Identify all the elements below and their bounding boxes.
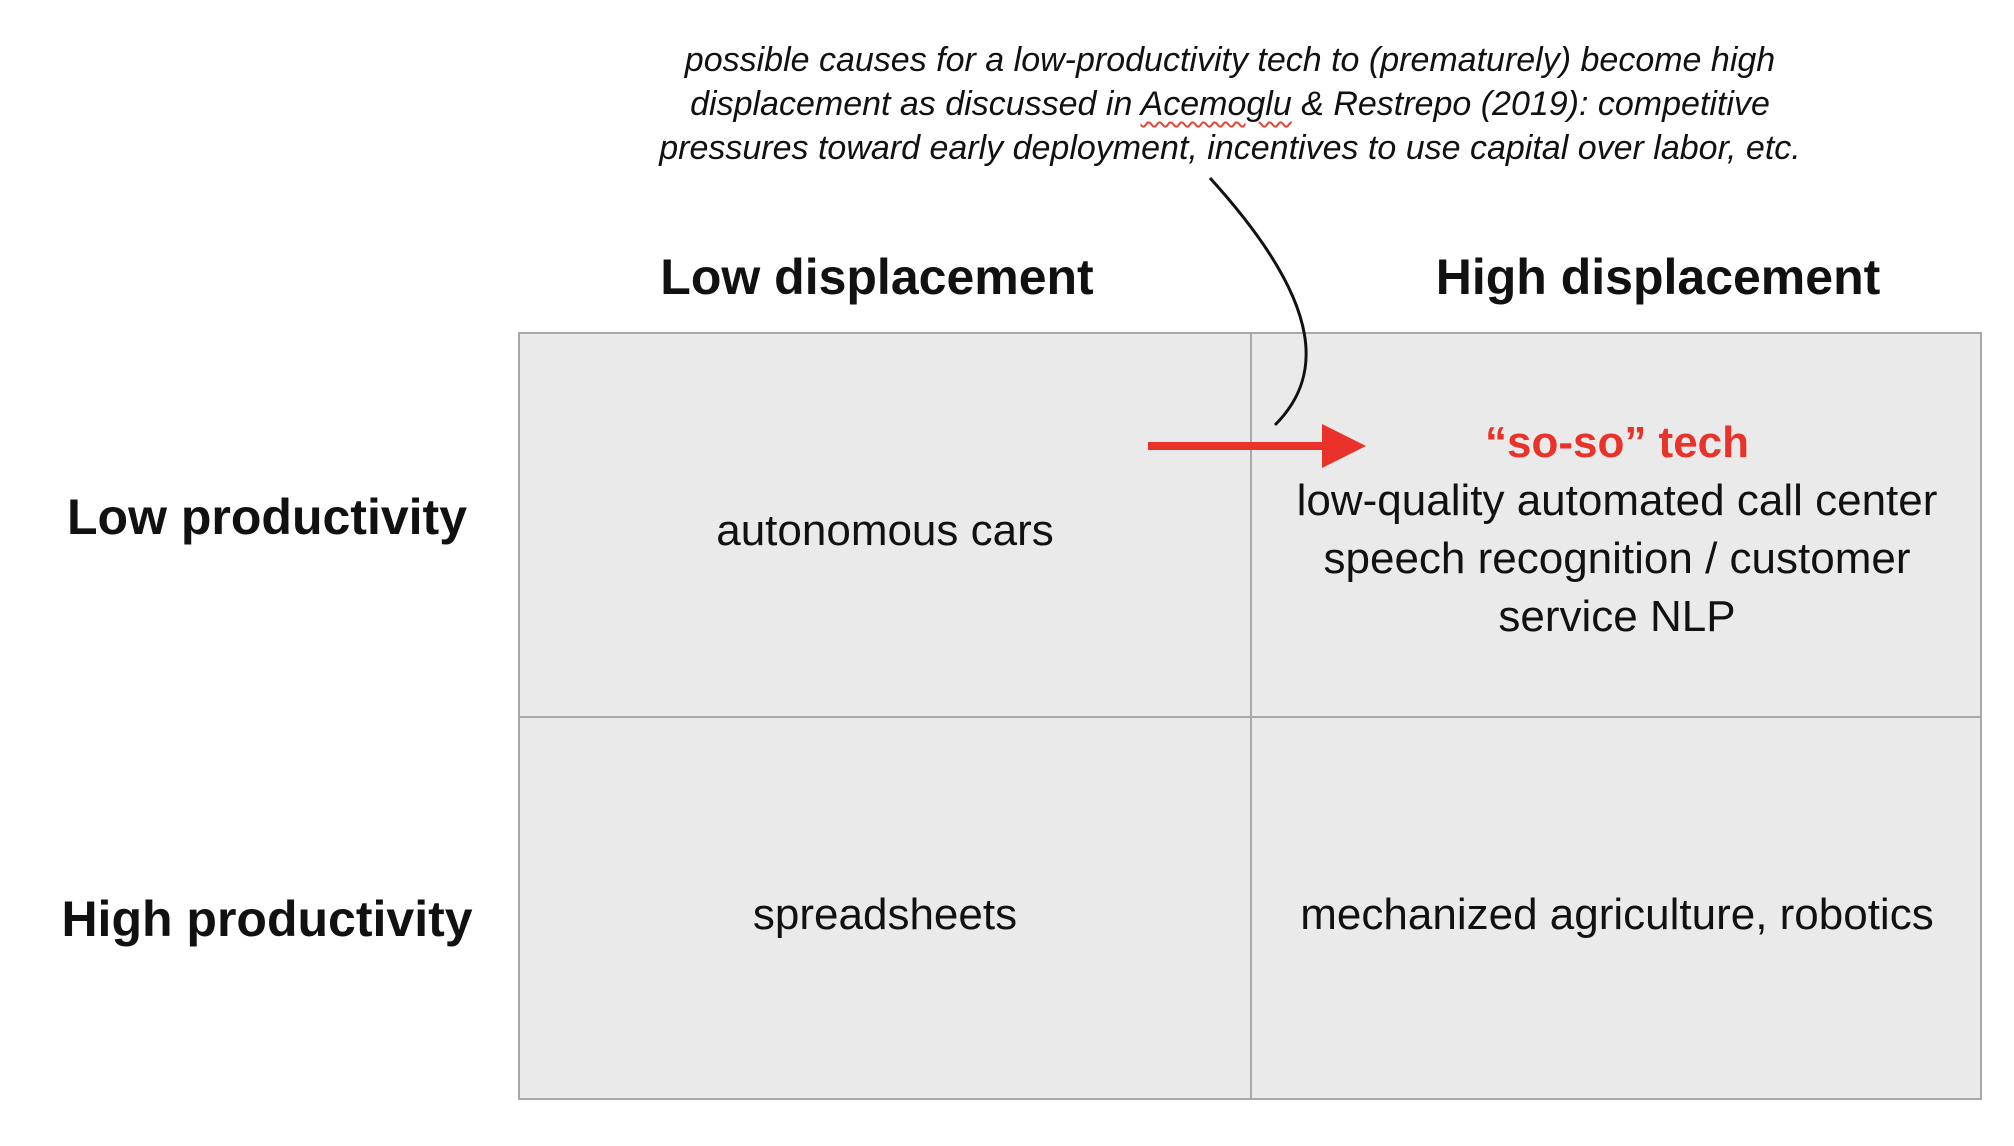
annotation-connector-curve: [1208, 176, 1308, 427]
cell-low-productivity-low-displacement: autonomous cars: [716, 506, 1054, 555]
so-so-tech-label: “so-so” tech: [1484, 418, 1750, 467]
annotation-line-2: displacement as discussed in Acemoglu & …: [560, 82, 1900, 126]
quadrant-grid: autonomous cars “so-so” tech low-quality…: [518, 332, 1982, 1100]
row-header-low-productivity: Low productivity: [67, 489, 467, 545]
row-header-high-productivity: High productivity: [61, 891, 473, 947]
so-so-tech-examples: low-quality automated call center speech…: [1296, 476, 1938, 641]
column-header-high-displacement: High displacement: [1435, 249, 1881, 305]
annotation-reference: Acemoglu: [1140, 85, 1292, 123]
cell-high-productivity-low-displacement: spreadsheets: [752, 890, 1018, 939]
cell-high-productivity-high-displacement: mechanized agriculture, robotics: [1300, 890, 1934, 939]
annotation-line-2-pre: displacement as discussed in: [690, 85, 1141, 123]
grid-horizontal-divider: [520, 716, 1980, 718]
cell-low-productivity-high-displacement: “so-so” tech low-quality automated call …: [1252, 414, 1982, 646]
annotation-line-1: possible causes for a low-productivity t…: [684, 41, 1776, 79]
annotation-line-2-post: & Restrepo (2019): competitive: [1291, 85, 1770, 123]
column-header-low-displacement: Low displacement: [660, 249, 1094, 305]
annotation-line-3: pressures toward early deployment, incen…: [659, 129, 1801, 167]
transition-arrow-head: [1322, 424, 1366, 468]
annotation-note: possible causes for a low-productivity t…: [560, 38, 1900, 170]
